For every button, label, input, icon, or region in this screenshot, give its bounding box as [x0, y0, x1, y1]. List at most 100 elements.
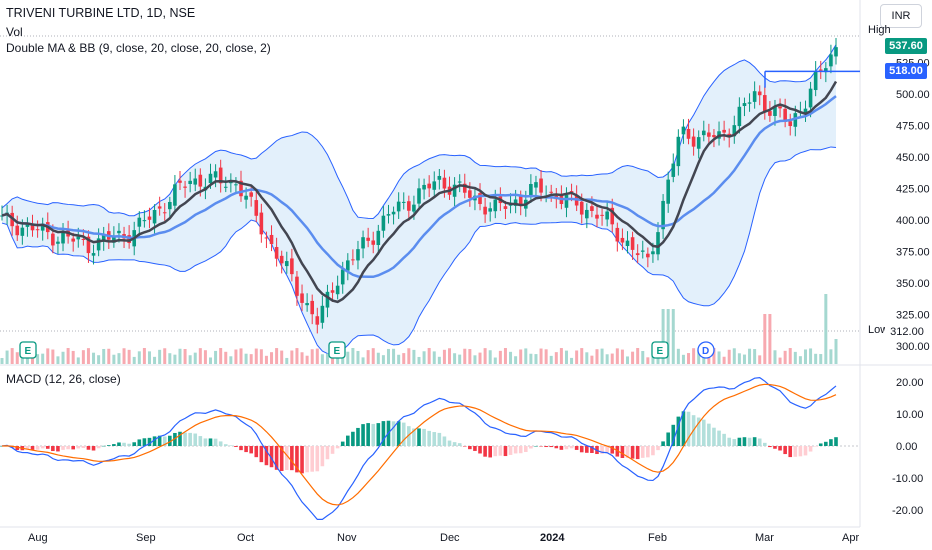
volume-bar: [702, 357, 706, 364]
candle-body: [20, 227, 25, 236]
symbol-title[interactable]: TRIVENI TURBINE LTD, 1D, NSE: [6, 6, 196, 20]
volume-bar: [809, 348, 813, 364]
volume-bar: [793, 351, 797, 364]
volume-bar: [224, 351, 228, 364]
macd-histogram-bar: [681, 411, 686, 446]
macd-histogram-bar: [605, 446, 609, 453]
macd-histogram-bar: [579, 446, 584, 453]
volume-bar: [66, 348, 70, 364]
volume-bar: [687, 353, 691, 364]
earnings-marker[interactable]: [328, 341, 346, 359]
macd-histogram-bar: [498, 446, 503, 456]
macd-histogram-bar: [152, 436, 157, 446]
macd-histogram-bar: [361, 424, 365, 446]
macd-tick: 10.00: [896, 409, 924, 421]
candle-body: [529, 184, 533, 197]
candle-body: [71, 238, 75, 242]
candle-body: [381, 215, 386, 231]
volume-bar: [692, 348, 696, 364]
macd-tick: 20.00: [896, 377, 924, 389]
candle-body: [157, 206, 162, 209]
candle-body: [829, 54, 833, 67]
macd-histogram-bar: [417, 428, 421, 446]
volume-bar: [214, 350, 218, 364]
candle-body: [747, 102, 752, 104]
volume-bar: [432, 351, 436, 364]
macd-histogram-bar: [737, 437, 742, 446]
volume-bar: [290, 350, 294, 364]
macd-histogram-bar: [493, 446, 498, 457]
candle-body: [742, 103, 747, 107]
candle-body: [671, 163, 676, 177]
indicator-legend[interactable]: Double MA & BB (9, close, 20, close, 20,…: [6, 41, 271, 55]
macd-histogram-bar: [712, 427, 716, 446]
volume-bar: [514, 356, 518, 364]
volume-bar: [254, 348, 258, 364]
candle-body: [534, 182, 538, 188]
candle-body: [290, 258, 294, 275]
macd-histogram-bar: [727, 437, 732, 446]
low-label: Low: [868, 324, 889, 336]
candle-body: [722, 129, 726, 133]
volume-bar: [554, 352, 558, 364]
volume-bar: [483, 348, 487, 364]
macd-histogram-bar: [569, 446, 574, 449]
volume-bar: [239, 348, 243, 364]
macd-histogram-bar: [783, 446, 787, 455]
volume-bar: [270, 352, 274, 364]
macd-histogram-bar: [244, 446, 248, 453]
currency-button[interactable]: INR: [880, 4, 922, 28]
volume-bar: [153, 356, 157, 364]
macd-histogram-bar: [803, 446, 808, 456]
candle-body: [35, 229, 40, 231]
macd-histogram-bar: [661, 441, 665, 446]
volume-bar: [275, 348, 279, 364]
macd-histogram-bar: [412, 428, 416, 446]
macd-histogram-bar: [173, 432, 177, 446]
volume-bar: [829, 349, 833, 364]
candle-body: [407, 201, 411, 211]
volume-bar: [178, 348, 182, 364]
macd-histogram-bar: [356, 427, 360, 446]
macd-histogram-bar: [452, 442, 457, 446]
candle-body: [117, 230, 121, 234]
candle-body: [412, 204, 416, 212]
volume-bar: [86, 348, 90, 364]
candle-body: [585, 209, 589, 219]
volume-bar: [595, 349, 599, 364]
macd-histogram-bar: [813, 446, 818, 447]
candle-body: [356, 249, 360, 261]
volume-bar: [798, 356, 802, 364]
time-label: Oct: [237, 532, 254, 544]
macd-line: [1, 377, 837, 520]
volume-bar: [727, 349, 731, 364]
volume-bar: [51, 349, 55, 364]
volume-legend[interactable]: Vol: [6, 25, 23, 39]
candle-body: [330, 290, 335, 293]
macd-histogram-bar: [371, 423, 376, 446]
macd-histogram-bar: [590, 446, 594, 453]
macd-histogram-bar: [142, 438, 147, 446]
volume-bar: [0, 358, 4, 364]
macd-histogram-bar: [407, 426, 411, 446]
earnings-marker[interactable]: [651, 341, 669, 359]
macd-histogram-bar: [625, 446, 630, 458]
volume-bar: [392, 348, 396, 364]
candle-body: [691, 136, 696, 147]
macd-legend[interactable]: MACD (12, 26, close): [6, 372, 121, 386]
macd-histogram-bar: [203, 438, 208, 446]
volume-bar: [488, 350, 492, 364]
dividend-marker[interactable]: [697, 341, 715, 359]
earnings-marker[interactable]: [19, 341, 37, 359]
volume-bar: [468, 349, 472, 364]
candle-body: [401, 201, 406, 203]
macd-histogram-bar: [666, 432, 670, 446]
price-tick: 375.00: [896, 247, 930, 259]
volume-bar: [81, 350, 85, 364]
macd-histogram-bar: [330, 446, 335, 454]
candle-body: [264, 237, 269, 239]
candle-body: [712, 135, 716, 138]
time-label: Mar: [755, 532, 774, 544]
macd-histogram-bar: [722, 433, 726, 446]
